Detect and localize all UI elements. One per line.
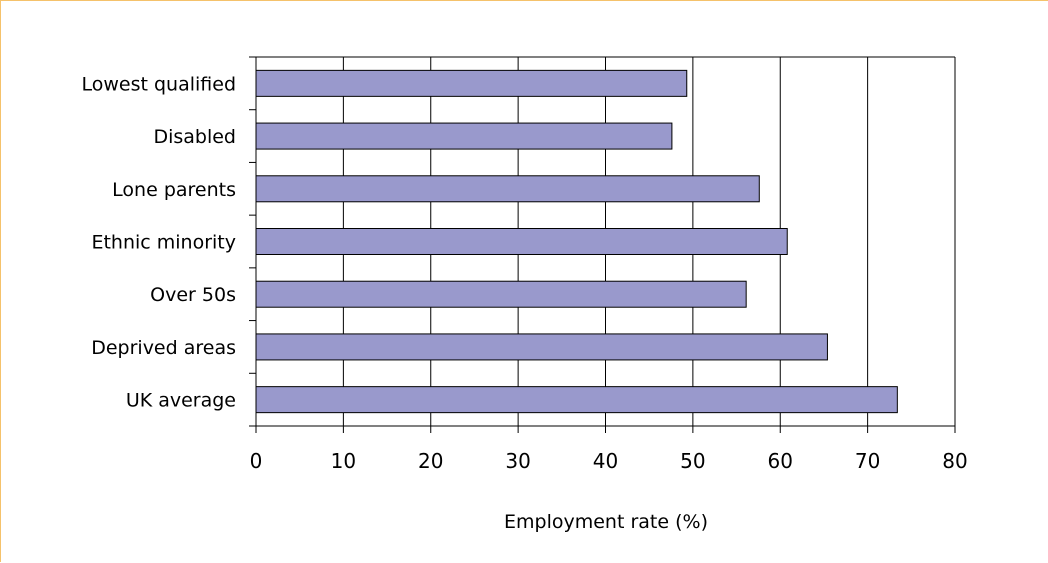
x-tick-label: 0 — [250, 449, 263, 473]
x-tick-label: 70 — [855, 449, 880, 473]
x-tick-label: 60 — [768, 449, 793, 473]
category-label: Over 50s — [150, 284, 236, 306]
bar — [255, 386, 898, 414]
category-label: Lone parents — [112, 179, 236, 201]
x-axis-title: Employment rate (%) — [504, 511, 708, 533]
bar — [255, 280, 747, 308]
bar — [255, 69, 688, 97]
category-label: Lowest qualified — [81, 73, 236, 95]
x-tick-label: 20 — [418, 449, 443, 473]
x-tick-label: 50 — [680, 449, 705, 473]
bar — [255, 175, 760, 203]
category-label: Disabled — [153, 126, 236, 148]
bar — [255, 228, 788, 255]
category-label: Deprived areas — [91, 337, 236, 359]
bar — [255, 333, 828, 361]
x-tick-label: 10 — [331, 449, 356, 473]
labels: 0 10 20 30 40 50 60 70 80 Lowest qualified Disable… — [81, 73, 967, 473]
bar — [255, 122, 673, 150]
category-label: Ethnic minority — [91, 232, 236, 254]
bars — [255, 69, 898, 414]
category-label: UK average — [126, 390, 236, 412]
x-tick-label: 30 — [505, 449, 530, 473]
axes — [249, 56, 956, 433]
x-tick-label: 40 — [593, 449, 618, 473]
x-tick-label: 80 — [942, 449, 967, 473]
